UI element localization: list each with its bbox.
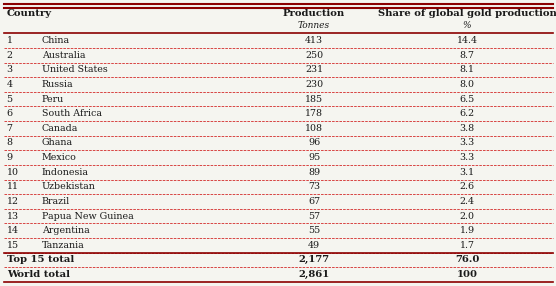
Text: 15: 15 <box>7 241 19 250</box>
Text: 3.8: 3.8 <box>459 124 475 133</box>
Text: 1.7: 1.7 <box>460 241 474 250</box>
Text: Ghana: Ghana <box>42 138 73 148</box>
Text: Top 15 total: Top 15 total <box>7 255 74 264</box>
Text: 185: 185 <box>305 95 323 104</box>
Text: Mexico: Mexico <box>42 153 77 162</box>
Text: 55: 55 <box>308 226 320 235</box>
Text: Indonesia: Indonesia <box>42 168 89 177</box>
Text: Canada: Canada <box>42 124 78 133</box>
Text: 11: 11 <box>7 182 19 191</box>
Text: 108: 108 <box>305 124 323 133</box>
Text: 6.2: 6.2 <box>459 109 475 118</box>
Text: 2,177: 2,177 <box>299 255 330 264</box>
Text: 231: 231 <box>305 65 323 74</box>
Text: World total: World total <box>7 270 70 279</box>
Text: Brazil: Brazil <box>42 197 70 206</box>
Text: 8: 8 <box>7 138 13 148</box>
Text: 230: 230 <box>305 80 323 89</box>
Text: 12: 12 <box>7 197 19 206</box>
Text: 2,861: 2,861 <box>299 270 330 279</box>
Text: 3.3: 3.3 <box>459 138 475 148</box>
Text: 14: 14 <box>7 226 19 235</box>
Text: %: % <box>463 21 471 30</box>
Text: Australia: Australia <box>42 51 85 60</box>
Text: 8.1: 8.1 <box>460 65 474 74</box>
Text: Peru: Peru <box>42 95 64 104</box>
Text: Papua New Guinea: Papua New Guinea <box>42 212 133 221</box>
Text: 5: 5 <box>7 95 13 104</box>
Text: 96: 96 <box>308 138 320 148</box>
Text: 8.7: 8.7 <box>460 51 474 60</box>
Text: 10: 10 <box>7 168 19 177</box>
Text: Production: Production <box>283 9 345 18</box>
Text: Share of global gold production: Share of global gold production <box>378 9 556 18</box>
Text: Russia: Russia <box>42 80 73 89</box>
Text: 13: 13 <box>7 212 19 221</box>
Text: 8.0: 8.0 <box>460 80 474 89</box>
Text: 3.1: 3.1 <box>459 168 475 177</box>
Text: 178: 178 <box>305 109 323 118</box>
Text: 2: 2 <box>7 51 13 60</box>
Text: 250: 250 <box>305 51 323 60</box>
Text: 2.0: 2.0 <box>460 212 474 221</box>
Text: 9: 9 <box>7 153 13 162</box>
Text: 89: 89 <box>308 168 320 177</box>
Text: 49: 49 <box>308 241 320 250</box>
Text: 1: 1 <box>7 36 13 45</box>
Text: South Africa: South Africa <box>42 109 102 118</box>
Text: 3.3: 3.3 <box>459 153 475 162</box>
Text: 57: 57 <box>308 212 320 221</box>
Text: 67: 67 <box>308 197 320 206</box>
Text: 1.9: 1.9 <box>459 226 475 235</box>
Text: 6: 6 <box>7 109 13 118</box>
Text: 4: 4 <box>7 80 13 89</box>
Text: 73: 73 <box>308 182 320 191</box>
Text: Tonnes: Tonnes <box>298 21 330 30</box>
Text: 2.6: 2.6 <box>459 182 475 191</box>
Text: 3: 3 <box>7 65 13 74</box>
Text: 95: 95 <box>308 153 320 162</box>
Text: 100: 100 <box>456 270 478 279</box>
Text: 413: 413 <box>305 36 323 45</box>
Text: 2.4: 2.4 <box>460 197 474 206</box>
Text: China: China <box>42 36 70 45</box>
Text: 6.5: 6.5 <box>459 95 475 104</box>
Text: 14.4: 14.4 <box>456 36 478 45</box>
Text: Tanzania: Tanzania <box>42 241 85 250</box>
Text: 76.0: 76.0 <box>455 255 479 264</box>
Text: United States: United States <box>42 65 107 74</box>
Text: 7: 7 <box>7 124 13 133</box>
Text: Uzbekistan: Uzbekistan <box>42 182 96 191</box>
Text: Country: Country <box>7 9 52 18</box>
Text: Argentina: Argentina <box>42 226 90 235</box>
